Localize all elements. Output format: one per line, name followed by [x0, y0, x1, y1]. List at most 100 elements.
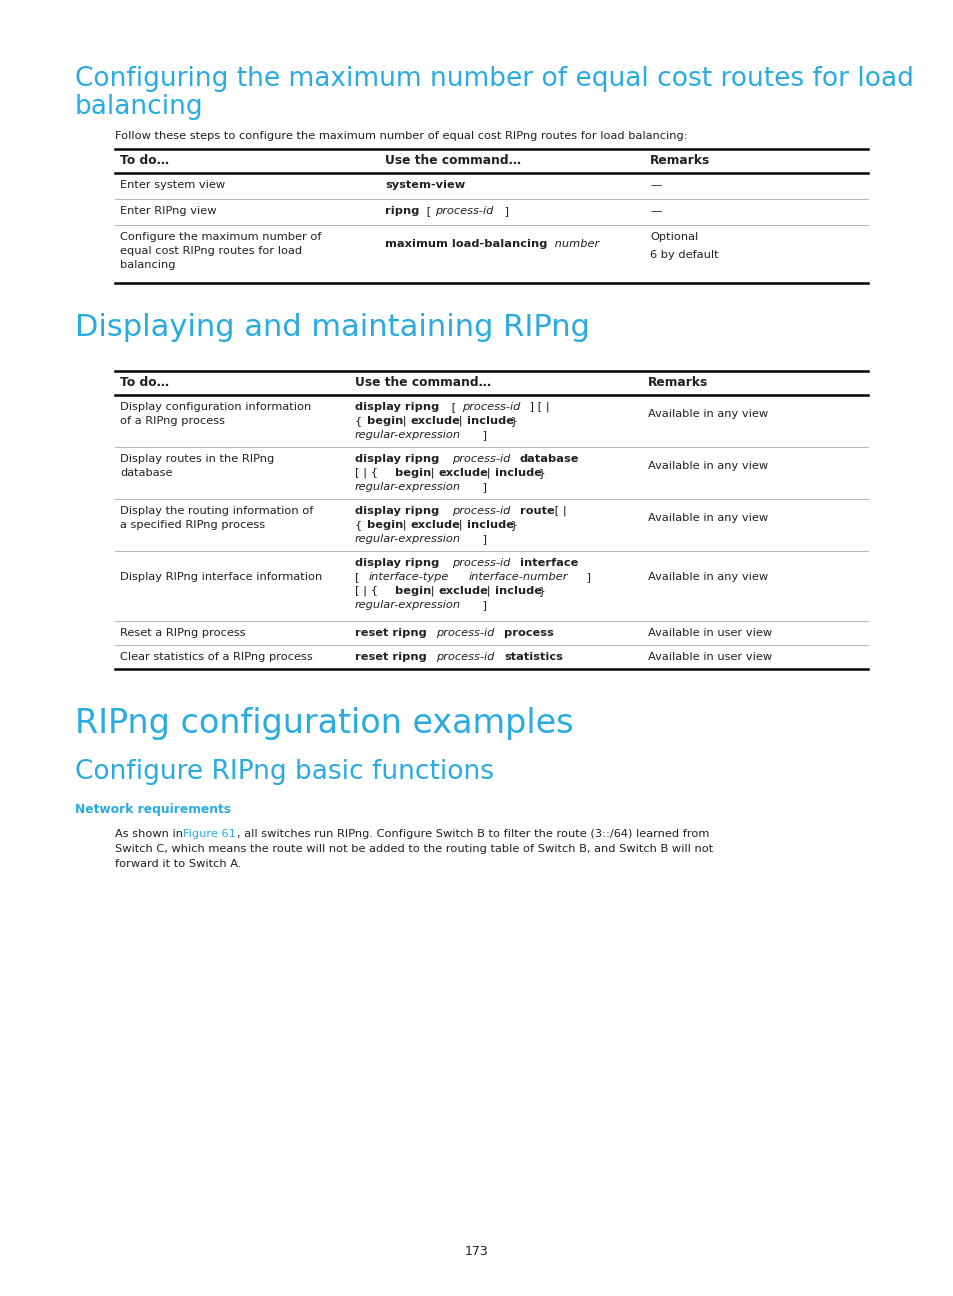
Text: |: | [398, 520, 410, 530]
Text: To do…: To do… [120, 154, 169, 167]
Text: , all switches run RIPng. Configure Switch B to filter the route (3::/64) learne: , all switches run RIPng. Configure Swit… [236, 829, 709, 839]
Text: Configure the maximum number of: Configure the maximum number of [120, 232, 321, 242]
Text: regular-expression: regular-expression [355, 534, 460, 544]
Text: maximum load-balancing: maximum load-balancing [385, 238, 547, 249]
Text: Reset a RIPng process: Reset a RIPng process [120, 629, 245, 638]
Text: database: database [519, 454, 578, 464]
Text: |: | [482, 468, 494, 478]
Text: 6 by default: 6 by default [649, 250, 718, 260]
Text: {: { [355, 520, 366, 530]
Text: process-id: process-id [435, 206, 493, 216]
Text: Display RIPng interface information: Display RIPng interface information [120, 572, 322, 582]
Text: As shown in: As shown in [115, 829, 187, 839]
Text: display ripng: display ripng [355, 559, 438, 568]
Text: Remarks: Remarks [649, 154, 709, 167]
Text: a specified RIPng process: a specified RIPng process [120, 520, 265, 530]
Text: Enter RIPng view: Enter RIPng view [120, 206, 216, 216]
Text: ] [ |: ] [ | [525, 402, 549, 412]
Text: begin: begin [367, 416, 403, 426]
Text: ]: ] [478, 600, 486, 610]
Text: number: number [551, 238, 598, 249]
Text: ]: ] [478, 534, 486, 544]
Text: |: | [455, 520, 466, 530]
Text: include: include [467, 416, 514, 426]
Text: |: | [427, 468, 437, 478]
Text: 173: 173 [465, 1245, 488, 1258]
Text: exclude: exclude [411, 416, 460, 426]
Text: begin: begin [367, 520, 403, 530]
Text: exclude: exclude [438, 586, 488, 596]
Text: display ripng: display ripng [355, 454, 438, 464]
Text: system-view: system-view [385, 180, 465, 191]
Text: process-id: process-id [452, 505, 510, 516]
Text: database: database [120, 468, 172, 478]
Text: interface: interface [519, 559, 578, 568]
Text: Figure 61: Figure 61 [183, 829, 235, 839]
Text: of a RIPng process: of a RIPng process [120, 416, 225, 426]
Text: exclude: exclude [438, 468, 488, 478]
Text: interface-number: interface-number [469, 572, 568, 582]
Text: ripng: ripng [385, 206, 419, 216]
Text: Configuring the maximum number of equal cost routes for load: Configuring the maximum number of equal … [75, 66, 913, 92]
Text: Available in user view: Available in user view [647, 629, 771, 638]
Text: ]: ] [500, 206, 509, 216]
Text: forward it to Switch A.: forward it to Switch A. [115, 859, 241, 870]
Text: include: include [495, 586, 541, 596]
Text: exclude: exclude [411, 520, 460, 530]
Text: regular-expression: regular-expression [355, 600, 460, 610]
Text: |: | [427, 586, 437, 596]
Text: Switch C, which means the route will not be added to the routing table of Switch: Switch C, which means the route will not… [115, 844, 713, 854]
Text: }: } [535, 586, 545, 596]
Text: Display configuration information: Display configuration information [120, 402, 311, 412]
Text: Available in any view: Available in any view [647, 461, 767, 470]
Text: Displaying and maintaining RIPng: Displaying and maintaining RIPng [75, 314, 589, 342]
Text: Follow these steps to configure the maximum number of equal cost RIPng routes fo: Follow these steps to configure the maxi… [115, 131, 687, 141]
Text: —: — [649, 206, 660, 216]
Text: [: [ [422, 206, 435, 216]
Text: RIPng configuration examples: RIPng configuration examples [75, 708, 573, 740]
Text: interface-type: interface-type [369, 572, 449, 582]
Text: Available in any view: Available in any view [647, 410, 767, 419]
Text: begin: begin [395, 468, 431, 478]
Text: equal cost RIPng routes for load: equal cost RIPng routes for load [120, 246, 302, 257]
Text: Display the routing information of: Display the routing information of [120, 505, 313, 516]
Text: include: include [495, 468, 541, 478]
Text: |: | [482, 586, 494, 596]
Text: —: — [649, 180, 660, 191]
Text: process: process [503, 629, 553, 638]
Text: display ripng: display ripng [355, 505, 438, 516]
Text: Clear statistics of a RIPng process: Clear statistics of a RIPng process [120, 652, 313, 662]
Text: Display routes in the RIPng: Display routes in the RIPng [120, 454, 274, 464]
Text: statistics: statistics [503, 652, 562, 662]
Text: Network requirements: Network requirements [75, 804, 231, 816]
Text: begin: begin [395, 586, 431, 596]
Text: Available in user view: Available in user view [647, 652, 771, 662]
Text: Remarks: Remarks [647, 376, 707, 389]
Text: display ripng: display ripng [355, 402, 438, 412]
Text: process-id: process-id [436, 652, 494, 662]
Text: [: [ [448, 402, 459, 412]
Text: }: } [535, 468, 545, 478]
Text: [: [ [355, 572, 363, 582]
Text: ]: ] [582, 572, 590, 582]
Text: balancing: balancing [120, 260, 175, 270]
Text: [ | {: [ | { [355, 586, 381, 596]
Text: reset ripng: reset ripng [355, 629, 426, 638]
Text: }: } [506, 520, 517, 530]
Text: Enter system view: Enter system view [120, 180, 225, 191]
Text: ]: ] [478, 482, 486, 492]
Text: include: include [467, 520, 514, 530]
Text: To do…: To do… [120, 376, 169, 389]
Text: Optional: Optional [649, 232, 698, 242]
Text: {: { [355, 416, 366, 426]
Text: Available in any view: Available in any view [647, 572, 767, 582]
Text: process-id: process-id [436, 629, 494, 638]
Text: |: | [398, 416, 410, 426]
Text: process-id: process-id [452, 454, 510, 464]
Text: process-id: process-id [461, 402, 519, 412]
Text: balancing: balancing [75, 95, 203, 121]
Text: regular-expression: regular-expression [355, 430, 460, 441]
Text: [ | {: [ | { [355, 468, 381, 478]
Text: reset ripng: reset ripng [355, 652, 426, 662]
Text: [ |: [ | [551, 505, 566, 517]
